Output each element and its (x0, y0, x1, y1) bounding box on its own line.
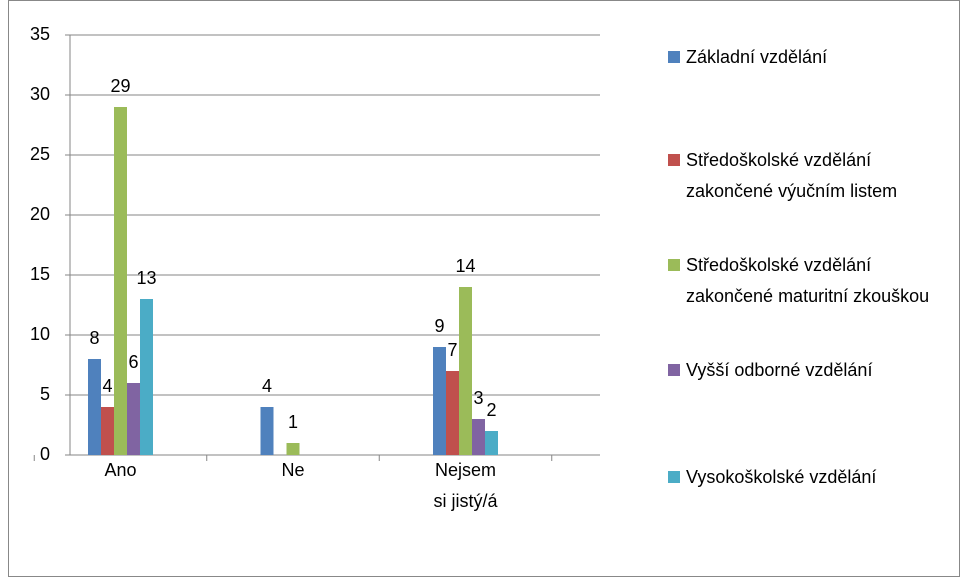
legend-label: Vysokoškolské vzdělání (686, 467, 877, 487)
legend-swatch (668, 51, 680, 63)
bar (459, 287, 472, 455)
data-label: 1 (288, 412, 298, 432)
bar (114, 107, 127, 455)
legend-swatch (668, 259, 680, 271)
legend-swatch (668, 364, 680, 376)
bar (127, 383, 140, 455)
legend-label: Vyšší odborné vzdělání (686, 360, 873, 380)
bar (446, 371, 459, 455)
bar (472, 419, 485, 455)
y-tick-label: 30 (30, 84, 50, 104)
data-label: 7 (447, 340, 457, 360)
bar (485, 431, 498, 455)
legend-swatch (668, 154, 680, 166)
y-tick-label: 35 (30, 24, 50, 44)
y-tick-label: 20 (30, 204, 50, 224)
y-tick-label: 15 (30, 264, 50, 284)
legend-label: Základní vzdělání (686, 47, 828, 67)
legend-label: Středoškolské vzdělání zakončené maturit… (686, 255, 930, 306)
legend-label: Středoškolské vzdělání zakončené výučním… (686, 150, 898, 201)
data-label: 6 (128, 352, 138, 372)
data-label: 3 (473, 388, 483, 408)
bar (260, 407, 274, 455)
y-tick-label: 0 (40, 444, 50, 464)
y-tick-label: 10 (30, 324, 50, 344)
legend-item: Vyšší odborné vzdělání (668, 355, 953, 386)
bar (286, 443, 300, 455)
bar (140, 299, 153, 455)
x-tick-label: Ne (281, 460, 305, 480)
data-label: 29 (110, 76, 130, 96)
data-label: 2 (486, 400, 496, 420)
legend-item: Vysokoškolské vzdělání (668, 462, 953, 493)
x-tick-label: Nejsem si jistý/á (433, 460, 498, 511)
bar (101, 407, 114, 455)
data-label: 4 (262, 376, 272, 396)
x-tick-label: Ano (104, 460, 137, 480)
legend-item: Středoškolské vzdělání zakončené výučním… (668, 145, 953, 207)
data-label: 8 (89, 328, 99, 348)
data-label: 9 (434, 316, 444, 336)
y-tick-label: 25 (30, 144, 50, 164)
legend-item: Středoškolské vzdělání zakončené maturit… (668, 250, 953, 312)
legend-item: Základní vzdělání (668, 42, 953, 73)
legend-swatch (668, 471, 680, 483)
data-label: 13 (136, 268, 156, 288)
data-label: 4 (102, 376, 112, 396)
y-tick-label: 5 (40, 384, 50, 404)
bar (88, 359, 101, 455)
data-label: 14 (455, 256, 475, 276)
bar (433, 347, 446, 455)
